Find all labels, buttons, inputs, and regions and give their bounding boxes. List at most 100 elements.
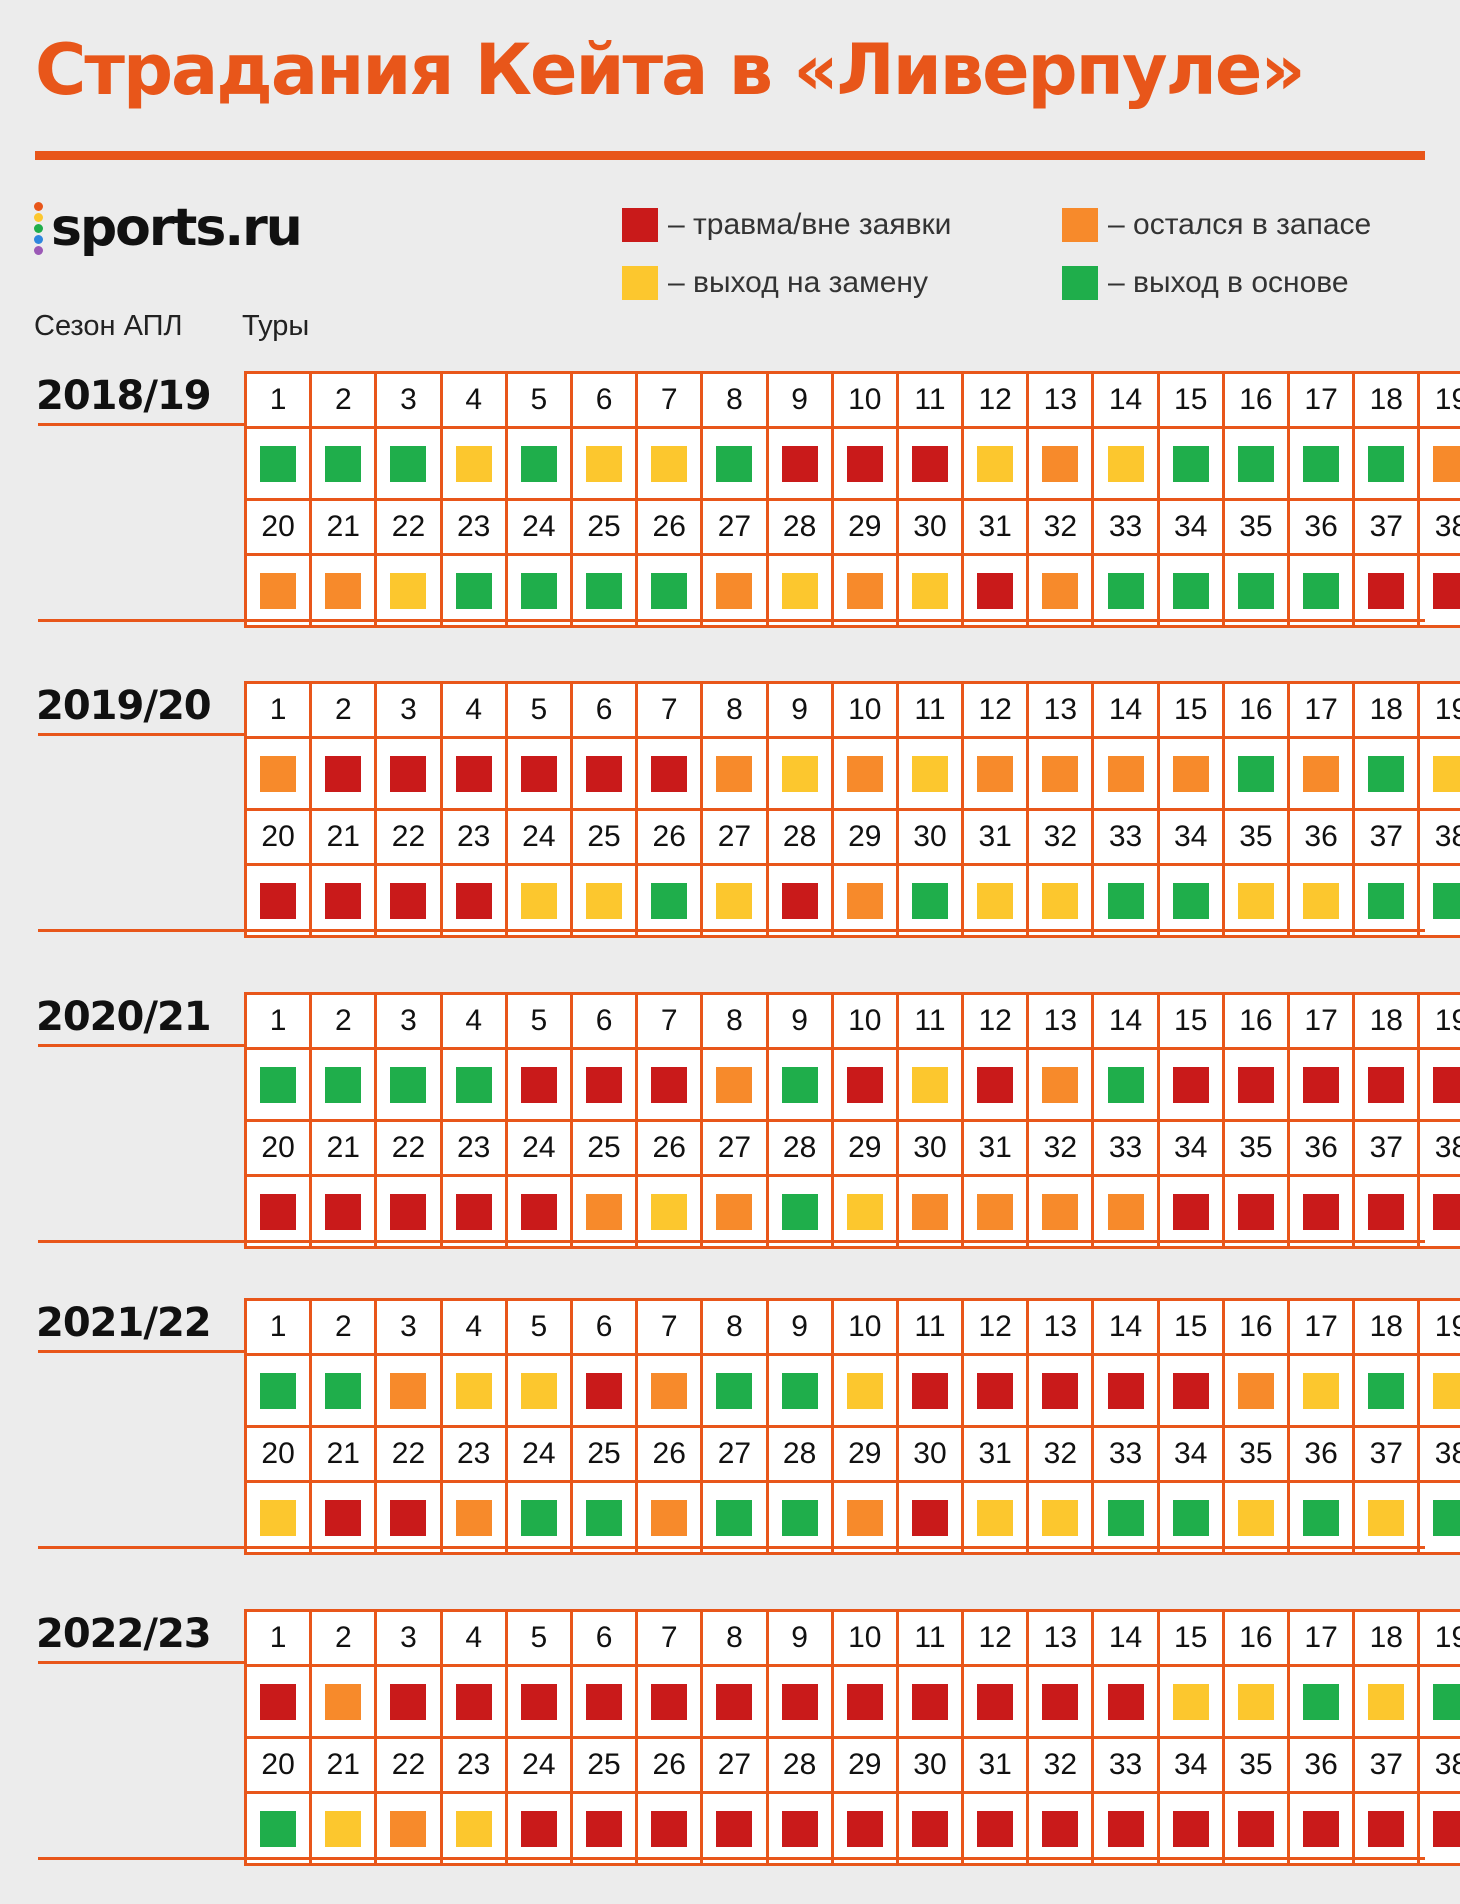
status-cell <box>703 739 766 808</box>
status-marker-injury <box>781 882 818 919</box>
round-number: 27 <box>703 1739 766 1791</box>
status-marker-start <box>781 1193 818 1230</box>
status-cell <box>507 739 570 808</box>
round-number: 30 <box>898 811 962 863</box>
status-cell <box>768 1794 831 1863</box>
status-marker-sub <box>586 882 623 919</box>
status-marker-sub <box>1042 1499 1079 1536</box>
status-marker-bench <box>716 572 753 609</box>
status-cell <box>247 866 310 935</box>
status-marker-start <box>911 882 948 919</box>
status-cell <box>1094 1483 1157 1552</box>
status-cell <box>1159 556 1222 625</box>
status-marker-injury <box>716 1810 753 1847</box>
round-number: 29 <box>833 811 896 863</box>
status-cell <box>964 1483 1027 1552</box>
season-label: 2020/21 <box>36 994 212 1040</box>
round-number: 30 <box>898 1122 962 1174</box>
status-cell <box>377 1794 440 1863</box>
status-cell <box>833 1356 896 1425</box>
status-marker-injury <box>325 1193 362 1230</box>
status-cell <box>507 556 570 625</box>
status-cell <box>247 1177 310 1246</box>
round-number: 38 <box>1420 501 1460 553</box>
status-cell <box>1094 1050 1157 1119</box>
round-number: 16 <box>1224 374 1287 426</box>
status-cell <box>1094 1177 1157 1246</box>
status-marker-injury <box>911 1683 948 1720</box>
round-number: 25 <box>572 501 636 553</box>
round-number: 5 <box>507 1612 570 1664</box>
status-cell <box>312 1356 375 1425</box>
round-number: 28 <box>768 1739 831 1791</box>
round-number: 20 <box>247 501 310 553</box>
status-cell <box>507 1667 570 1736</box>
round-number: 36 <box>1290 811 1353 863</box>
round-number: 33 <box>1094 1428 1157 1480</box>
status-marker-start <box>1303 572 1340 609</box>
status-cell <box>1029 1667 1092 1736</box>
status-marker-bench <box>716 1066 753 1103</box>
round-number: 1 <box>247 374 310 426</box>
status-marker-start <box>260 1066 297 1103</box>
season-label: 2019/20 <box>36 683 212 729</box>
status-cell <box>247 1794 310 1863</box>
status-cell <box>1355 866 1418 935</box>
status-marker-injury <box>1107 1683 1144 1720</box>
round-number: 7 <box>638 374 701 426</box>
status-cell <box>1420 556 1460 625</box>
status-marker-bench <box>1107 755 1144 792</box>
status-cell <box>1029 1794 1092 1863</box>
status-cell <box>1420 1356 1460 1425</box>
status-marker-start <box>716 445 753 482</box>
season-label-underline <box>38 1044 244 1047</box>
status-cell <box>1094 429 1157 498</box>
status-marker-start <box>1433 882 1460 919</box>
round-number: 22 <box>377 1122 440 1174</box>
round-number: 15 <box>1159 995 1222 1047</box>
round-number: 14 <box>1094 995 1157 1047</box>
status-marker-injury <box>1368 1193 1405 1230</box>
round-number: 36 <box>1290 501 1353 553</box>
round-number: 8 <box>703 1612 766 1664</box>
brand-dot <box>34 223 43 233</box>
round-number: 26 <box>638 1122 701 1174</box>
status-cell <box>247 739 310 808</box>
status-marker-bench <box>455 1499 492 1536</box>
status-marker-sub <box>716 882 753 919</box>
status-marker-bench <box>1042 1066 1079 1103</box>
legend-label-injury: – травма/вне заявки <box>668 208 952 241</box>
status-marker-injury <box>455 755 492 792</box>
season-grid: 1 2 3 4 5 6 7 8 9 10 11 12 13 14 15 16 17 18 19 20 21 22 23 24 2… <box>244 1609 1460 1866</box>
status-marker-sub <box>651 1193 688 1230</box>
round-number: 14 <box>1094 374 1157 426</box>
legend-swatch-start <box>1062 266 1098 300</box>
status-cell <box>1355 1050 1418 1119</box>
status-cell <box>1290 556 1353 625</box>
status-cell <box>638 866 701 935</box>
round-number: 3 <box>377 684 440 736</box>
status-marker-injury <box>260 1193 297 1230</box>
status-cell <box>833 1483 896 1552</box>
round-number: 4 <box>442 1301 505 1353</box>
status-marker-bench <box>977 1193 1014 1230</box>
status-cell <box>1224 429 1287 498</box>
round-number: 22 <box>377 1739 440 1791</box>
status-marker-injury <box>1368 572 1405 609</box>
status-marker-start <box>1172 882 1209 919</box>
status-marker-start <box>455 1066 492 1103</box>
brand-dot <box>34 201 43 211</box>
status-marker-start <box>260 445 297 482</box>
round-number: 35 <box>1224 1739 1287 1791</box>
status-marker-start <box>1433 1683 1460 1720</box>
round-number: 6 <box>572 995 636 1047</box>
status-marker-injury <box>1433 1193 1460 1230</box>
round-number: 7 <box>638 995 701 1047</box>
status-cell <box>1159 1050 1222 1119</box>
status-marker-sub <box>1042 882 1079 919</box>
status-cell <box>442 739 505 808</box>
status-cell <box>768 739 831 808</box>
round-number: 36 <box>1290 1122 1353 1174</box>
status-cell <box>312 739 375 808</box>
round-number: 26 <box>638 1428 701 1480</box>
